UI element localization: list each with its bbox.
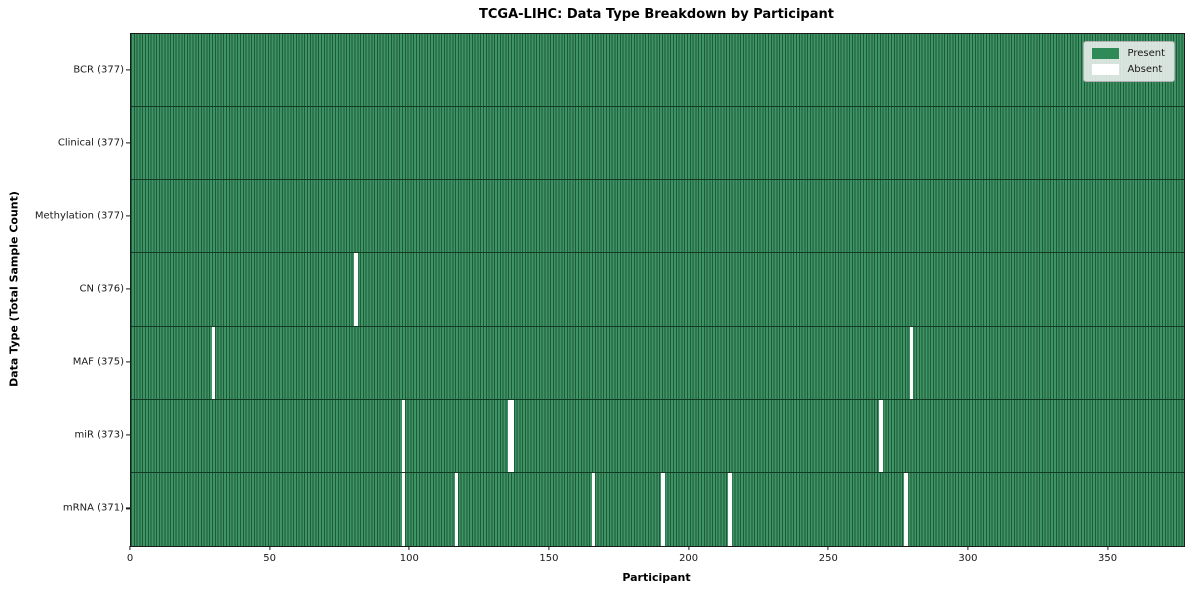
legend-item-present: Present: [1092, 48, 1165, 59]
x-axis-label: Participant: [622, 571, 691, 584]
x-tick-mark: [548, 546, 550, 550]
absent-marker: [401, 472, 406, 546]
x-tick-label: 100: [399, 553, 419, 564]
absent-marker: [354, 253, 358, 326]
y-tick-label: CN (376): [79, 283, 124, 295]
absent-marker: [661, 472, 665, 546]
legend-label-absent: Absent: [1127, 64, 1163, 75]
x-tick-label: 300: [958, 553, 978, 564]
heatmap-row-mir: [131, 399, 1184, 473]
absent-marker: [401, 399, 406, 472]
x-tick-mark: [688, 546, 690, 550]
y-tick-mark: [126, 215, 130, 217]
x-tick-mark: [269, 546, 271, 550]
heatmap-row-cn: [131, 253, 1184, 327]
y-tick-label: Clinical (377): [57, 137, 124, 149]
absent-marker: [454, 472, 459, 546]
x-tick-mark: [967, 546, 969, 550]
absent-marker: [591, 472, 595, 546]
y-tick-label: Methylation (377): [34, 210, 124, 222]
legend-label-present: Present: [1127, 48, 1165, 59]
absent-swatch-icon: [1092, 64, 1120, 75]
x-tick-label: 350: [1098, 553, 1118, 564]
legend-item-absent: Absent: [1092, 64, 1165, 75]
absent-marker: [507, 399, 512, 472]
heatmap-row-mrna: [131, 472, 1184, 546]
x-tick-mark: [408, 546, 410, 550]
y-tick-mark: [126, 434, 130, 436]
present-swatch-icon: [1092, 48, 1120, 59]
y-tick-mark: [126, 68, 130, 71]
y-tick-mark: [126, 507, 130, 510]
x-tick-label: 0: [126, 553, 134, 564]
y-tick-label: mRNA (371): [62, 502, 124, 514]
absent-marker: [510, 399, 514, 472]
x-tick-label: 200: [679, 553, 699, 564]
y-tick-mark: [126, 361, 130, 363]
absent-marker: [879, 399, 883, 472]
plot-area: Present Absent: [130, 33, 1185, 547]
legend: Present Absent: [1083, 41, 1175, 82]
x-tick-label: 150: [539, 553, 559, 564]
y-tick-label: miR (373): [74, 429, 124, 441]
chart-title: TCGA-LIHC: Data Type Breakdown by Partic…: [479, 7, 834, 22]
y-axis-label: Data Type (Total Sample Count): [7, 191, 21, 387]
heatmap-row-maf: [131, 326, 1184, 400]
heatmap-row-clinical: [131, 107, 1184, 181]
x-tick-mark: [827, 546, 829, 550]
x-tick-label: 250: [818, 553, 838, 564]
y-tick-mark: [126, 142, 130, 144]
absent-marker: [211, 326, 216, 399]
y-tick-label: BCR (377): [73, 64, 124, 76]
x-tick-mark: [129, 546, 131, 550]
y-tick-label: MAF (375): [72, 356, 124, 368]
absent-marker: [728, 472, 732, 546]
y-tick-mark: [126, 288, 130, 290]
heatmap-row-bcr: [131, 34, 1184, 108]
absent-marker: [909, 326, 914, 399]
absent-marker: [904, 472, 908, 546]
x-tick-label: 50: [263, 553, 277, 564]
heatmap-row-methylation: [131, 180, 1184, 254]
x-tick-mark: [1106, 546, 1109, 550]
